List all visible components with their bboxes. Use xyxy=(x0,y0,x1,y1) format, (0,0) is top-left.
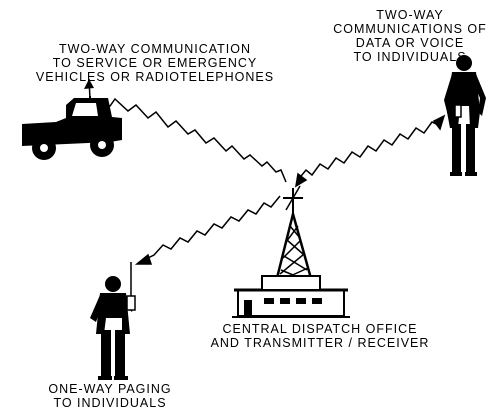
label-dispatch-line-1: CENTRAL DISPATCH OFFICE xyxy=(222,322,418,336)
label-data-voice: TWO-WAY COMMUNICATIONS OF DATA OR VOICE … xyxy=(330,8,490,64)
label-vehicles-line-2: TO SERVICE OR EMERGENCY xyxy=(52,56,258,70)
link-to-individual xyxy=(296,121,441,182)
vehicle-arrow xyxy=(94,98,109,110)
pickup-truck-icon xyxy=(22,78,122,160)
label-vehicles-line-1: TWO-WAY COMMUNICATION xyxy=(58,42,252,56)
dispatch-building-icon xyxy=(232,275,350,318)
label-data-voice-line-1: TWO-WAY xyxy=(376,8,444,22)
standing-person-icon xyxy=(444,55,486,176)
radio-tower-icon xyxy=(274,185,314,284)
label-paging: ONE-WAY PAGING TO INDIVIDUALS xyxy=(20,382,200,410)
tower-arrow-right xyxy=(294,172,308,188)
label-data-voice-line-2: COMMUNICATIONS OF xyxy=(333,22,487,36)
person-with-pager-icon xyxy=(90,262,136,380)
label-dispatch-line-2: AND TRANSMITTER / RECEIVER xyxy=(210,336,430,350)
label-paging-line-1: ONE-WAY PAGING xyxy=(48,382,172,396)
pager-arrow xyxy=(134,253,153,265)
label-paging-line-2: TO INDIVIDUALS xyxy=(53,396,167,410)
label-data-voice-line-4: TO INDIVIDUALS xyxy=(353,50,467,64)
radio-links xyxy=(94,97,446,265)
link-to-vehicle xyxy=(96,97,287,183)
label-dispatch: CENTRAL DISPATCH OFFICE AND TRANSMITTER … xyxy=(200,322,440,350)
link-to-pager xyxy=(147,195,281,259)
label-vehicles: TWO-WAY COMMUNICATION TO SERVICE OR EMER… xyxy=(30,42,280,84)
label-vehicles-line-3: VEHICLES OR RADIOTELEPHONES xyxy=(35,70,275,84)
individual-arrow xyxy=(432,114,446,131)
label-data-voice-line-3: DATA OR VOICE xyxy=(355,36,465,50)
